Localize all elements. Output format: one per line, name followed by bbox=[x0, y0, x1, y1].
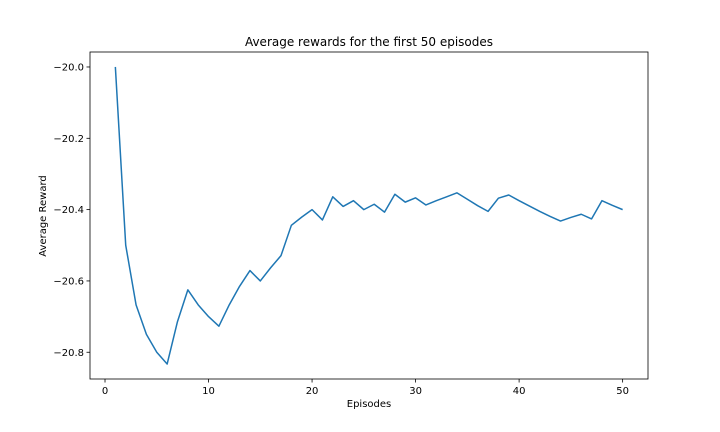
y-tick-label: −20.6 bbox=[53, 276, 84, 287]
x-tick-label: 20 bbox=[306, 386, 319, 397]
plot-frame bbox=[89, 51, 649, 380]
y-tick-label: −20.2 bbox=[53, 134, 84, 145]
chart-title: Average rewards for the first 50 episode… bbox=[245, 35, 493, 49]
x-tick-label: 10 bbox=[202, 386, 215, 397]
y-tick-label: −20.0 bbox=[53, 62, 84, 73]
x-tick-label: 30 bbox=[409, 386, 422, 397]
x-tick-label: 40 bbox=[513, 386, 526, 397]
x-tick-label: 50 bbox=[616, 386, 629, 397]
x-axis-label: Episodes bbox=[347, 399, 391, 410]
x-tick-label: 0 bbox=[102, 386, 108, 397]
y-tick-label: −20.8 bbox=[53, 348, 84, 359]
plot-area: 0 10 20 30 40 50 −20.0 −20.2 −20.4 −20.6 −20.8 bbox=[53, 51, 649, 397]
y-axis-label: Average Reward bbox=[38, 175, 49, 256]
y-tick-label: −20.4 bbox=[53, 205, 84, 216]
series-line-0 bbox=[114, 66, 623, 365]
